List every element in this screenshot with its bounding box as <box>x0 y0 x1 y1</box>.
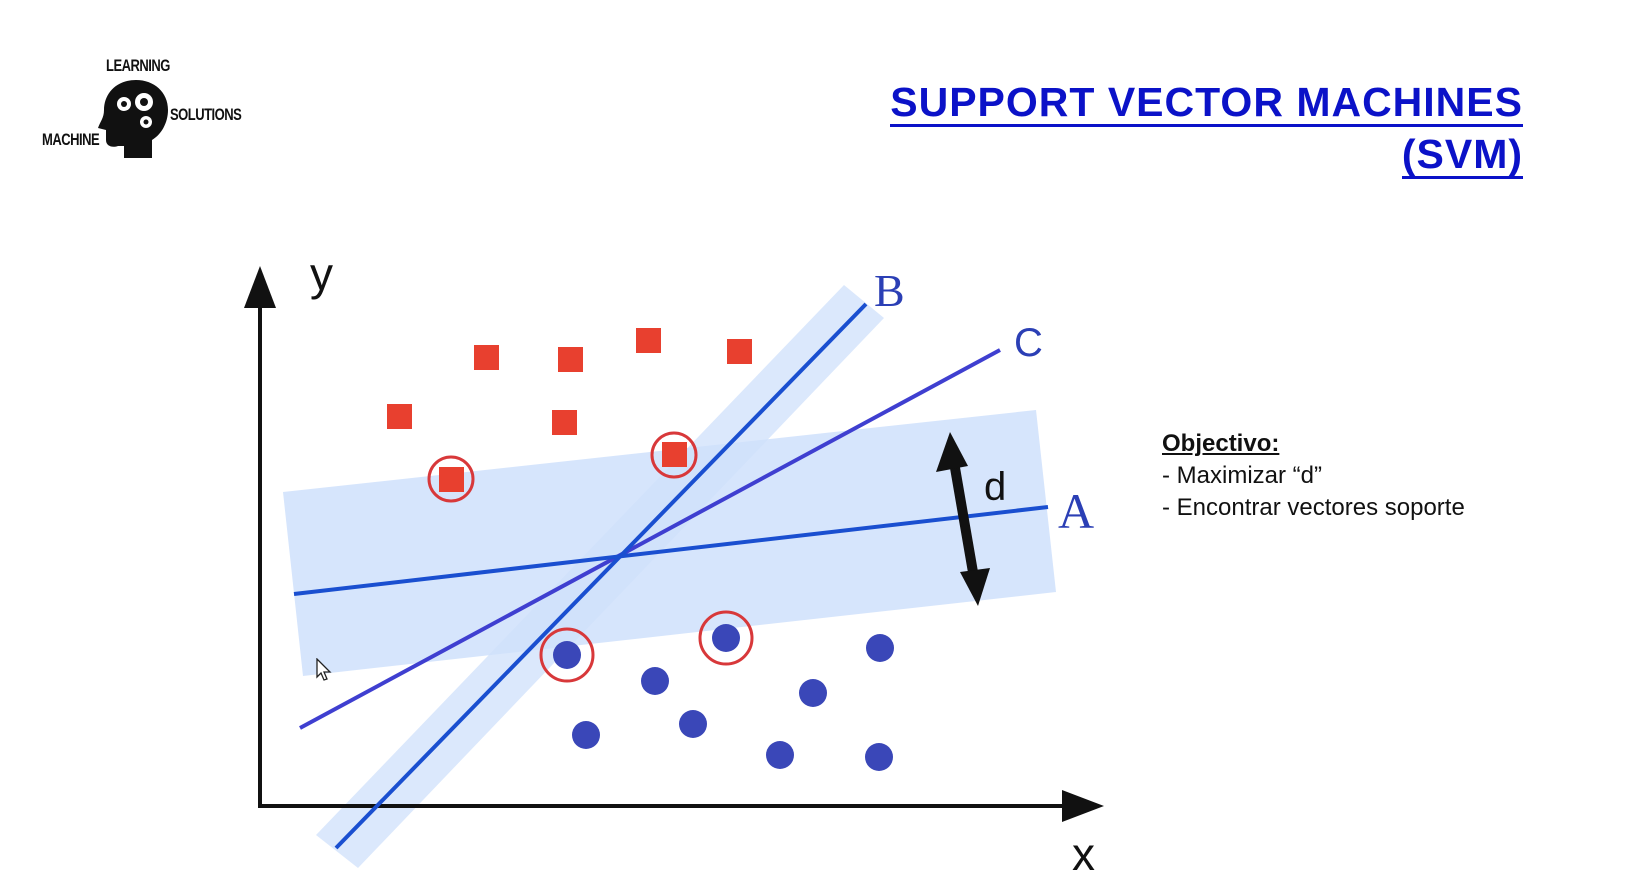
square-point <box>552 410 577 435</box>
objective-panel: Objectivo: - Maximizar “d” - Encontrar v… <box>1162 428 1465 524</box>
circle-point <box>679 710 707 738</box>
page-title: SUPPORT VECTOR MACHINES (SVM) <box>890 76 1523 180</box>
title-line-2: (SVM) <box>1401 131 1523 179</box>
circle-point <box>572 721 600 749</box>
circle-point <box>766 741 794 769</box>
margin-arrow-d-head-top <box>936 432 968 472</box>
margin-band-a <box>283 410 1056 676</box>
y-axis-arrowhead <box>244 266 276 308</box>
circle-point <box>641 667 669 695</box>
logo-left-word: MACHINE <box>42 130 100 149</box>
square-point-support <box>662 442 687 467</box>
margin-label-d: d <box>984 465 1006 509</box>
objective-item: - Encontrar vectores soporte <box>1162 494 1465 521</box>
support-ring <box>427 455 475 503</box>
square-point <box>558 347 583 372</box>
circle-point <box>865 743 893 771</box>
support-ring <box>539 627 595 683</box>
line-a-label: A <box>1058 483 1094 539</box>
mouse-pointer-icon <box>316 658 332 681</box>
x-axis-arrowhead <box>1062 790 1104 822</box>
square-point <box>727 339 752 364</box>
head-gears-icon <box>98 80 168 158</box>
line-c-label: C <box>1014 321 1043 365</box>
class-squares <box>387 328 752 492</box>
objective-item: - Maximizar “d” <box>1162 462 1322 489</box>
circle-point <box>866 634 894 662</box>
support-ring <box>650 431 698 479</box>
margin-arrow-d <box>949 461 979 579</box>
logo: LEARNING MACHINE SOLUTIONS <box>36 52 246 167</box>
line-c <box>299 348 1001 730</box>
square-point <box>636 328 661 353</box>
circle-point-support <box>553 641 581 669</box>
logo-top-word: LEARNING <box>106 56 170 75</box>
line-b-label: B <box>874 265 905 316</box>
title-line-1: SUPPORT VECTOR MACHINES <box>890 79 1523 127</box>
circle-point <box>799 679 827 707</box>
support-vector-rings <box>427 431 754 683</box>
square-point <box>474 345 499 370</box>
line-b <box>334 302 868 850</box>
axis-y-label: y <box>310 248 333 300</box>
logo-right-word: SOLUTIONS <box>170 105 242 124</box>
circle-point-support <box>712 624 740 652</box>
class-circles <box>553 624 894 771</box>
support-ring <box>698 610 754 666</box>
objective-heading: Objectivo: <box>1162 430 1280 457</box>
square-point-support <box>439 467 464 492</box>
square-point <box>387 404 412 429</box>
margin-arrow-d-head-bottom <box>960 568 990 606</box>
line-a <box>293 505 1049 596</box>
axis-x-label: x <box>1072 828 1095 880</box>
